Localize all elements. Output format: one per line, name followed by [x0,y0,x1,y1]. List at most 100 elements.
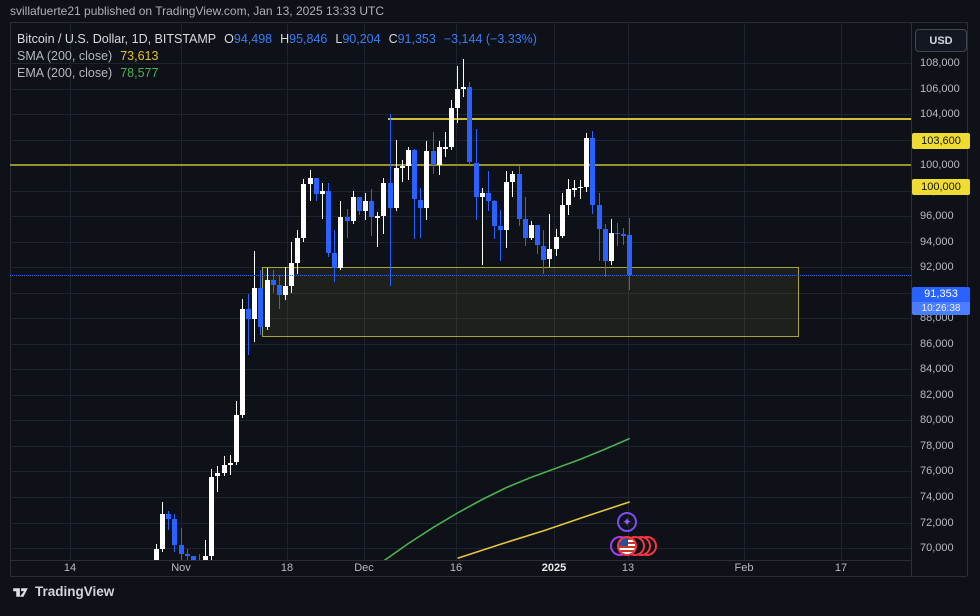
candle-body [362,200,368,211]
ema-value: 78,577 [120,66,159,80]
candle-body [621,234,627,236]
horizontal-gridline [10,420,911,422]
price-tick-label[interactable]: 76,000 [920,465,954,478]
time-tick-label[interactable]: 14 [63,562,77,574]
price-tick-label[interactable]: 94,000 [920,235,954,248]
sma-value: 73,613 [120,49,159,63]
ema-200-line[interactable] [383,437,631,561]
candle-body [473,162,479,197]
price-tick-label[interactable]: 104,000 [920,108,960,120]
price-tick-label[interactable]: 70,000 [920,542,954,554]
tradingview-brand-text[interactable]: TradingView [35,584,115,599]
sma-200-line[interactable] [457,501,630,559]
last-price-dotted-line [10,275,911,277]
time-tick-label[interactable]: Feb [734,562,754,574]
horizontal-gridline [10,241,911,243]
currency-usd-button[interactable]: USD [915,29,967,52]
vertical-gridline [841,22,842,560]
price-tick-label[interactable]: 82,000 [920,388,954,401]
vertical-gridline [364,22,365,560]
candle-body [405,149,411,167]
candle-body [240,309,245,416]
candle-body [307,177,313,185]
tradingview-logo-icon[interactable] [12,584,29,601]
ohlc-open: O94,498 [224,32,273,46]
last-price-value: 91,353 [912,287,970,302]
candle-body [350,197,356,222]
sparkle-event-icon[interactable]: ✦ [617,512,637,532]
horizontal-gridline [10,139,911,141]
time-tick-label[interactable]: 18 [280,562,294,574]
candle-body [492,200,497,227]
price-tick-label[interactable]: 106,000 [920,82,960,95]
candle-wick [168,511,170,531]
time-tick-label[interactable]: 2025 [541,562,567,574]
time-tick-label[interactable]: 13 [621,562,635,574]
candle-body [301,184,307,238]
candle-wick [463,59,465,98]
vertical-gridline [456,22,457,560]
price-tick-label[interactable]: 72,000 [920,516,954,529]
pane-left-border [10,22,11,576]
time-tick-label[interactable]: 16 [449,562,463,574]
candle-body [565,189,571,205]
candle-body [479,193,485,197]
price-tick-label[interactable]: 74,000 [920,490,954,503]
price-label-103600[interactable]: 103,600 [912,133,970,149]
price-tick-label[interactable]: 80,000 [920,414,954,427]
last-price-label[interactable]: 91,353 10:26:38 [912,287,970,315]
candle-body [430,151,436,165]
candle-body [387,182,393,209]
horizontal-line-103600[interactable] [388,118,911,121]
horizontal-gridline [10,471,911,473]
price-tick-label[interactable]: 88,000 [920,312,954,325]
candle-wick [198,554,200,560]
candle-body [209,476,215,556]
candle-body [375,216,381,218]
price-tick-label[interactable]: 100,000 [920,159,960,171]
candle-wick [580,180,581,200]
candle-body [608,232,614,261]
candle-body [160,513,165,550]
chart-pane[interactable]: ✦ [10,22,911,560]
candle-body [627,235,633,276]
horizontal-gridline [10,369,911,371]
horizontal-line-100000[interactable] [10,164,911,166]
published-line: svillafuerte21 published on TradingView.… [10,4,385,18]
candle-body [258,287,264,328]
horizontal-gridline [10,114,911,115]
horizontal-gridline [10,318,911,320]
candle-body [381,182,387,217]
price-label-100000[interactable]: 100,000 [912,179,970,195]
legend-symbol-row[interactable]: Bitcoin / U.S. Dollar, 1D, BITSTAMP O94,… [17,31,537,48]
candle-wick [205,540,207,560]
candle-body [326,190,331,254]
horizontal-gridline [10,292,911,294]
us-flag-canton [619,538,628,546]
candle-body [295,237,301,264]
support-zone-box[interactable] [262,267,799,338]
candle-body [289,263,295,287]
candle-body [264,279,270,328]
legend-ema-row[interactable]: EMA (200, close) 78,577 [17,65,537,82]
price-tick-label[interactable]: 86,000 [920,337,954,350]
price-axis[interactable]: USD 70,000 72,000 74,000 76,000 78,000 80,000… [911,22,980,576]
legend-sma-row[interactable]: SMA (200, close) 73,613 [17,48,537,65]
time-tick-label[interactable]: Nov [171,562,191,574]
candle-body [485,193,491,201]
candle-body [344,217,350,222]
candle-body [276,285,282,296]
bottom-bar: TradingView [0,576,980,616]
candle-body [178,545,184,555]
time-tick-label[interactable]: Dec [354,562,374,574]
price-tick-label[interactable]: 84,000 [920,363,954,376]
price-tick-label[interactable]: 78,000 [920,439,954,452]
time-axis[interactable]: 14 Nov 18 Dec 16 2025 13 Feb 17 [10,560,911,576]
price-tick-label[interactable]: 92,000 [920,261,954,274]
price-tick-label[interactable]: 96,000 [920,210,954,223]
candle-wick [217,466,219,492]
price-tick-label[interactable]: 108,000 [920,56,960,69]
us-flag-event-icon[interactable] [617,536,637,556]
horizontal-gridline [10,190,911,192]
time-tick-label[interactable]: 17 [834,562,848,574]
